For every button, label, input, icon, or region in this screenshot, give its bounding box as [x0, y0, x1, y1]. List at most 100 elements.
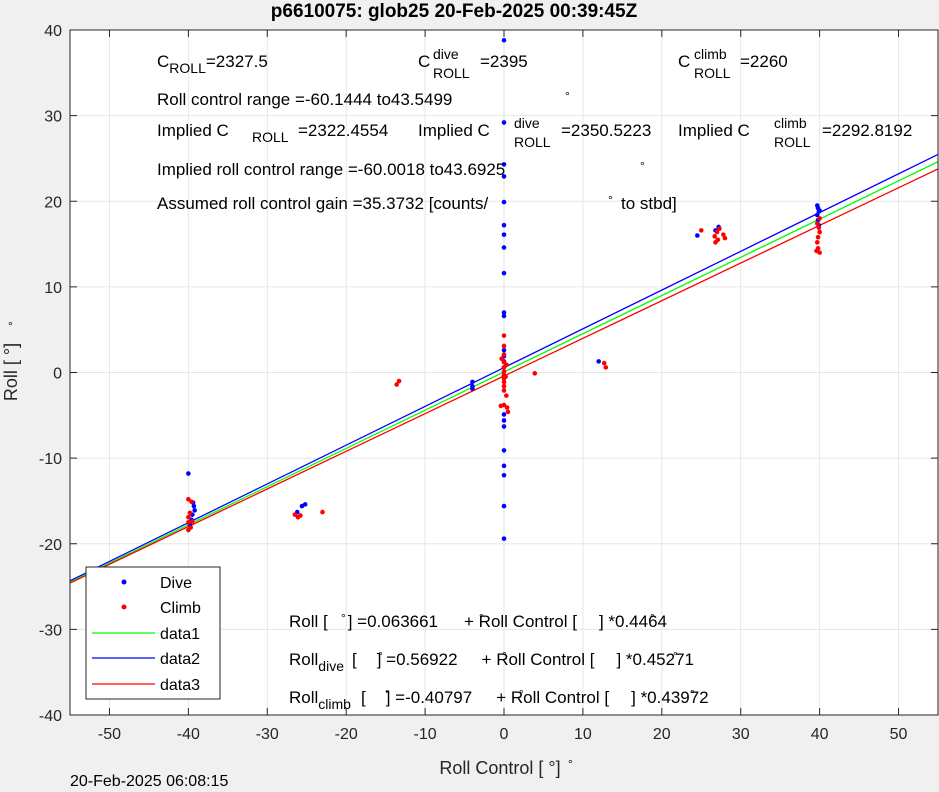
point-climb — [501, 369, 507, 374]
degree-mark: ° — [378, 649, 383, 663]
x-axis-label: Roll Control [ °] — [439, 758, 560, 778]
degree-mark: ° — [479, 611, 484, 625]
degree-mark: ° — [8, 319, 13, 333]
degree-mark: ° — [565, 89, 570, 103]
point-climb — [187, 510, 193, 516]
cclimb-sup: climb — [694, 46, 727, 62]
x-tick-label: 10 — [574, 726, 592, 743]
y-tick-label: -30 — [39, 622, 62, 639]
point-climb — [814, 221, 820, 226]
timestamp: 20-Feb-2025 06:08:15 — [70, 773, 229, 790]
point-dive — [501, 199, 507, 205]
point-climb — [189, 499, 194, 505]
implied-cdive-value: =2350.5223 — [561, 121, 651, 140]
y-tick-label: 40 — [44, 23, 62, 40]
y-tick-label: 0 — [53, 366, 62, 383]
x-tick-label: -20 — [335, 726, 358, 743]
degree-mark: ° — [519, 687, 524, 701]
point-dive — [501, 120, 507, 125]
point-dive — [470, 379, 475, 385]
y-tick-label: -20 — [39, 537, 62, 554]
point-climb — [396, 378, 402, 384]
y-tick-label: -40 — [39, 708, 62, 725]
chart-title: p6610075: glob25 20-Feb-2025 00:39:45Z — [271, 1, 638, 22]
data-points — [186, 37, 822, 541]
x-tick-label: 50 — [890, 726, 908, 743]
implied-cclimb-value: =2292.8192 — [822, 121, 912, 140]
point-dive — [191, 503, 197, 509]
x-tick-label: -50 — [98, 726, 121, 743]
cclimb-sub: ROLL — [694, 65, 731, 81]
x-tick-label: 20 — [653, 726, 671, 743]
point-dive — [302, 502, 308, 507]
point-dive — [501, 503, 507, 509]
point-climb — [503, 374, 508, 380]
point-dive — [501, 347, 507, 353]
x-tick-label: 0 — [500, 726, 509, 743]
y-tick-label: 10 — [44, 280, 62, 297]
point-climb — [501, 388, 507, 393]
point-dive — [814, 212, 820, 218]
point-climb — [298, 513, 303, 518]
point-climb — [505, 409, 511, 415]
degree-mark: ° — [502, 649, 507, 663]
implied-croll-label: Implied C — [157, 121, 229, 140]
cdive-sub: ROLL — [433, 65, 470, 81]
point-climb — [814, 240, 820, 245]
point-climb — [532, 371, 538, 376]
gain-text: Assumed roll control gain =35.3732 [coun… — [157, 194, 489, 213]
point-dive — [817, 208, 822, 213]
legend-label-data3: data3 — [160, 677, 200, 694]
point-climb — [714, 229, 720, 235]
point-climb — [499, 356, 504, 362]
equation-dive: Rolldive[] =0.56922 + Roll Control [] *0.… — [289, 650, 694, 674]
point-climb — [186, 514, 191, 520]
point-climb — [722, 235, 728, 241]
point-climb — [817, 229, 822, 235]
axis-ticks: -50 -40 -30 -20 -10 0 10 20 30 40 50 -40 -30 -20 -10 0 1… — [39, 23, 938, 743]
point-dive — [501, 313, 507, 319]
cdive-sup: dive — [433, 46, 459, 62]
point-climb — [698, 228, 704, 233]
point-climb — [186, 496, 191, 502]
point-climb — [186, 527, 191, 533]
gain-text-end: to stbd] — [621, 194, 677, 213]
y-tick-label: 30 — [44, 109, 62, 126]
point-climb — [815, 234, 821, 240]
point-climb — [504, 362, 509, 368]
point-climb — [292, 512, 298, 517]
legend-marker-climb — [121, 604, 127, 610]
degree-mark: ° — [568, 757, 573, 771]
point-climb — [504, 393, 509, 398]
implied-croll-value: =2322.4554 — [298, 121, 388, 140]
point-dive — [501, 448, 507, 453]
degree-mark: ° — [673, 649, 678, 663]
point-climb — [504, 405, 510, 410]
point-dive — [501, 174, 507, 179]
point-climb — [713, 240, 718, 245]
annotations: CROLL=2327.5 C dive ROLL =2395 C climb R… — [8, 46, 912, 771]
point-climb — [603, 365, 609, 370]
legend-label-data2: data2 — [160, 651, 200, 668]
point-climb — [501, 333, 507, 338]
point-dive — [501, 463, 507, 469]
implied-cdive-sup: dive — [514, 115, 540, 131]
implied-cclimb-label: Implied C — [678, 121, 750, 140]
point-dive — [186, 471, 191, 476]
legend-label-climb: Climb — [160, 600, 201, 617]
point-dive — [501, 222, 507, 228]
degree-mark: ° — [640, 159, 645, 173]
implied-croll-sub: ROLL — [252, 129, 289, 145]
point-climb — [817, 250, 822, 255]
point-dive — [501, 245, 507, 250]
croll-label: CROLL=2327.5 — [157, 52, 268, 76]
legend-label-dive: Dive — [160, 575, 192, 592]
point-climb — [816, 225, 822, 231]
point-climb — [501, 343, 507, 349]
legend-marker-dive — [121, 579, 127, 585]
point-climb — [712, 234, 717, 239]
degree-mark: ° — [385, 687, 390, 701]
point-dive — [501, 536, 507, 541]
point-climb — [320, 509, 325, 515]
